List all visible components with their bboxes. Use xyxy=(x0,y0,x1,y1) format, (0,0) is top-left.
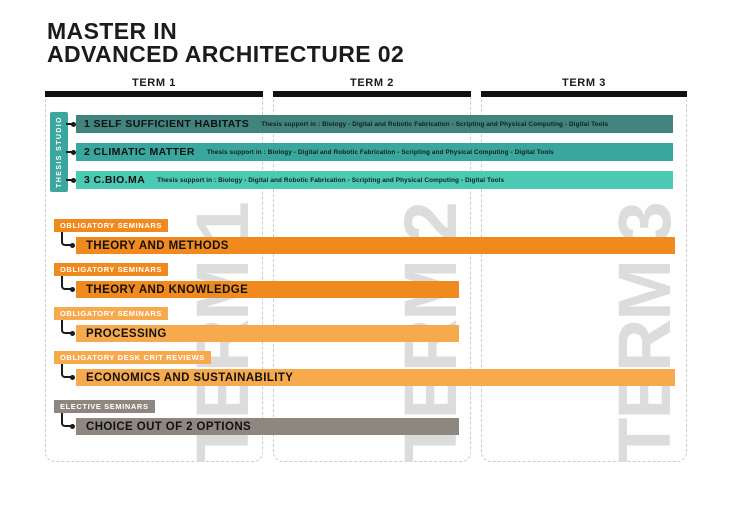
seminar-bar: ECONOMICS AND SUSTAINABILITY xyxy=(76,369,675,386)
page-title: MASTER IN ADVANCED ARCHITECTURE 02 xyxy=(47,20,404,66)
seminar-category-chip: OBLIGATORY SEMINARS xyxy=(54,263,168,276)
connector-dot xyxy=(71,177,76,183)
connector-elbow xyxy=(61,364,73,378)
thesis-track-name: 3 C.BIO.MA xyxy=(84,174,146,186)
seminar-bar: PROCESSING xyxy=(76,325,459,342)
thesis-track-bar: 2 CLIMATIC MATTER Thesis support in : Bi… xyxy=(76,143,673,161)
seminar-title: THEORY AND KNOWLEDGE xyxy=(86,283,249,296)
thesis-track-support: Thesis support in : Biology - Digital an… xyxy=(261,120,609,128)
connector-elbow xyxy=(61,413,73,427)
seminar-category-chip: OBLIGATORY DESK CRIT REVIEWS xyxy=(54,351,211,364)
connector-elbow xyxy=(61,276,73,290)
seminar-title: CHOICE OUT OF 2 OPTIONS xyxy=(86,420,252,433)
term-3-watermark: TERM 3 xyxy=(603,203,686,463)
seminar-title: THEORY AND METHODS xyxy=(86,239,229,252)
connector-dot xyxy=(71,121,76,127)
page-title-line1: MASTER IN xyxy=(47,18,178,44)
connector-dot xyxy=(71,149,76,155)
connector-line xyxy=(66,151,74,153)
seminar-bar: THEORY AND KNOWLEDGE xyxy=(76,281,459,298)
term-3-header-rule xyxy=(481,91,687,97)
thesis-track-support: Thesis support in : Biology - Digital an… xyxy=(157,176,505,184)
seminar-title: ECONOMICS AND SUSTAINABILITY xyxy=(86,371,294,384)
connector-dot xyxy=(70,287,75,292)
term-2-header: TERM 2 xyxy=(350,77,394,89)
term-1-column: TERM 1 TERM 1 xyxy=(45,77,264,463)
thesis-track-support: Thesis support in : Biology - Digital an… xyxy=(206,148,554,156)
page-title-line2: ADVANCED ARCHITECTURE 02 xyxy=(47,41,405,67)
term-1-box xyxy=(45,97,263,462)
connector-line xyxy=(66,179,74,181)
connector-line xyxy=(66,123,74,125)
thesis-studio-label: THESIS STUDIO xyxy=(55,116,63,188)
connector-dot xyxy=(70,331,75,336)
connector-dot xyxy=(70,375,75,380)
connector-dot xyxy=(70,424,75,429)
term-2-box xyxy=(273,97,471,462)
term-3-header: TERM 3 xyxy=(562,77,606,89)
thesis-track-name: 2 CLIMATIC MATTER xyxy=(84,146,195,158)
connector-elbow xyxy=(61,320,73,334)
connector-dot xyxy=(70,243,75,248)
seminar-bar: CHOICE OUT OF 2 OPTIONS xyxy=(76,418,459,435)
term-3-column: TERM 3 TERM 3 xyxy=(481,77,687,463)
seminar-bar: THEORY AND METHODS xyxy=(76,237,675,254)
seminar-category-chip: ELECTIVE SEMINARS xyxy=(54,400,155,413)
term-1-header: TERM 1 xyxy=(132,77,176,89)
connector-elbow xyxy=(61,232,73,246)
thesis-studio-tab: THESIS STUDIO xyxy=(50,112,68,192)
term-2-header-rule xyxy=(273,91,471,97)
term-1-header-rule xyxy=(45,91,263,97)
seminar-category-chip: OBLIGATORY SEMINARS xyxy=(54,219,168,232)
thesis-track-name: 1 SELF SUFFICIENT HABITATS xyxy=(84,118,250,130)
term-2-column: TERM 2 TERM 2 xyxy=(273,77,472,463)
thesis-track-bar: 1 SELF SUFFICIENT HABITATS Thesis suppor… xyxy=(76,115,673,133)
seminar-category-chip: OBLIGATORY SEMINARS xyxy=(54,307,168,320)
term-3-box xyxy=(481,97,687,462)
thesis-track-bar: 3 C.BIO.MA Thesis support in : Biology -… xyxy=(76,171,673,189)
seminar-title: PROCESSING xyxy=(86,327,167,340)
